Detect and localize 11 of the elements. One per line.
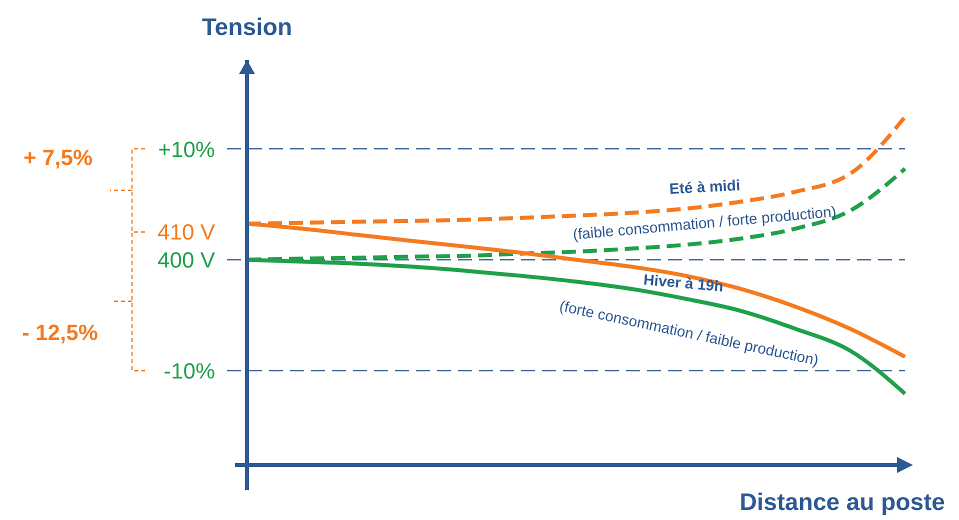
x-axis-title: Distance au poste <box>740 489 945 516</box>
text: -10% <box>164 358 215 384</box>
text: + 7,5% <box>23 145 93 170</box>
y-tick-label: 410 V <box>158 220 216 245</box>
text: +10% <box>158 136 215 162</box>
annotation: Eté à midi <box>668 177 741 198</box>
annotation: (faible consommation / forte production) <box>572 204 837 244</box>
y-tick-label: 400 V <box>158 247 216 272</box>
annotation: Hiver à 19h <box>642 272 724 296</box>
y-axis-title: Tension <box>202 14 292 41</box>
text: - 12,5% <box>22 320 98 345</box>
